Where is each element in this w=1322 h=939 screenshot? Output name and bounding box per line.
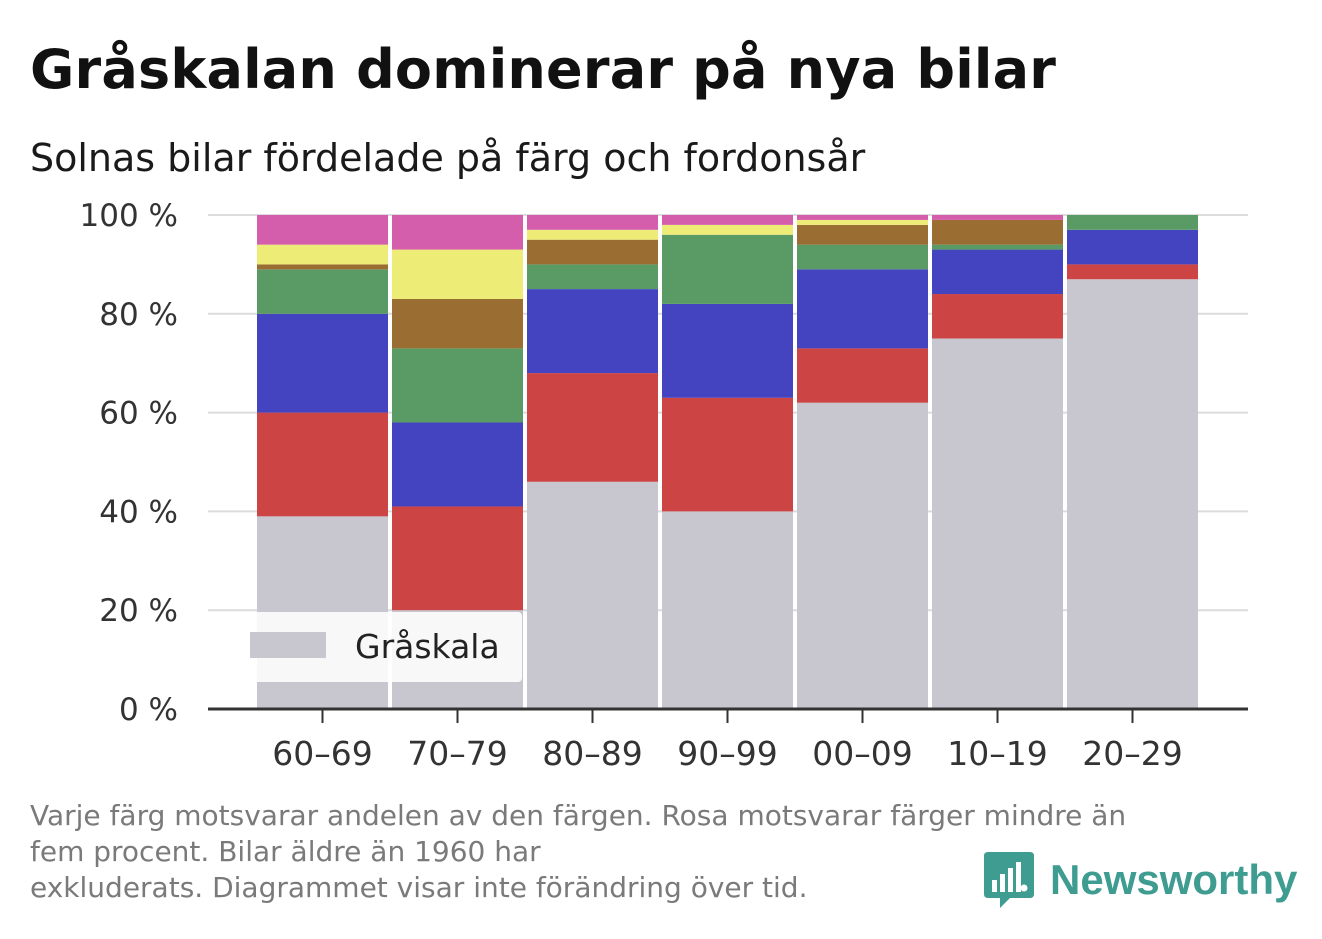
bar-segment — [932, 219, 1063, 245]
brand-name: Newsworthy — [1050, 856, 1298, 903]
bar-segment — [392, 348, 523, 423]
bar-segment — [257, 269, 388, 314]
legend: Gråskala — [232, 612, 522, 682]
bar-segment — [392, 506, 523, 611]
bar-segment — [797, 224, 928, 245]
bar-segment — [932, 294, 1063, 339]
bar-segment — [527, 215, 658, 230]
bar-segment — [932, 244, 1063, 250]
bar-segment — [932, 338, 1063, 709]
bar-segment — [932, 215, 1063, 220]
x-tick-label: 60–69 — [272, 734, 372, 773]
bar-segment — [797, 402, 928, 709]
x-tick-label: 20–29 — [1082, 734, 1182, 773]
bar-segment — [662, 397, 793, 512]
bar-segment — [662, 224, 793, 235]
bar-segment — [1067, 279, 1198, 709]
bar-segment — [797, 215, 928, 220]
footnote-line-3: exkluderats. Diagrammet visar inte förän… — [30, 871, 808, 904]
x-axis-ticks: 60–69 70–79 80–89 90–99 00–09 10–19 20–29 — [272, 709, 1183, 773]
bar-segment — [662, 234, 793, 304]
bar-segment — [662, 511, 793, 709]
legend-background — [232, 612, 522, 682]
footnote-line-2: fem procent. Bilar äldre än 1960 har — [30, 835, 541, 868]
bar-segment — [527, 289, 658, 374]
bar-segment — [797, 244, 928, 270]
newsworthy-brand: Newsworthy — [980, 850, 1297, 910]
x-tick-label: 10–19 — [947, 734, 1047, 773]
chart-title: Gråskalan dominerar på nya bilar — [30, 38, 1057, 101]
x-tick-label: 70–79 — [407, 734, 507, 773]
bar-segment — [527, 373, 658, 482]
bar-segment — [662, 303, 793, 398]
bar-segment — [932, 249, 1063, 295]
legend-label: Gråskala — [355, 627, 500, 666]
bar-segment — [392, 298, 523, 349]
bar-segment — [392, 249, 523, 299]
x-tick-label: 80–89 — [542, 734, 642, 773]
bar-segment — [257, 264, 388, 270]
newsworthy-logo-icon — [984, 852, 1034, 908]
bar-segment — [257, 244, 388, 265]
bar-segment — [797, 219, 928, 225]
legend-swatch-graskala — [250, 632, 326, 658]
x-tick-label: 90–99 — [677, 734, 777, 773]
y-tick-label: 20 % — [99, 593, 178, 629]
bar-segment — [527, 481, 658, 709]
bar-segment — [1067, 229, 1198, 265]
y-tick-label: 60 % — [99, 396, 178, 432]
bar-segment — [797, 348, 928, 403]
bar-segment — [257, 215, 388, 245]
bar-segment — [662, 215, 793, 225]
y-axis-tick-labels: 0 % 20 % 40 % 60 % 80 % 100 % — [80, 198, 178, 728]
bar-segment — [392, 215, 523, 250]
footnote: Varje färg motsvarar andelen av den färg… — [30, 798, 1270, 906]
bar-segment — [257, 313, 388, 413]
bar-segment — [527, 239, 658, 265]
bar-segment — [392, 422, 523, 507]
bar-segment — [1067, 215, 1198, 230]
y-tick-label: 40 % — [99, 494, 178, 530]
y-tick-label: 0 % — [119, 692, 178, 728]
y-tick-label: 80 % — [99, 297, 178, 333]
x-tick-label: 00–09 — [812, 734, 912, 773]
chart-subtitle: Solnas bilar fördelade på färg och fordo… — [30, 136, 866, 180]
bar-segment — [527, 264, 658, 290]
footnote-line-1: Varje färg motsvarar andelen av den färg… — [30, 799, 1127, 832]
bar-segment — [797, 269, 928, 349]
bar-segment — [1067, 264, 1198, 280]
bar-segment — [527, 229, 658, 240]
y-tick-label: 100 % — [80, 198, 178, 234]
stacked-bar-chart: 0 % 20 % 40 % 60 % 80 % 100 % 60–69 70–79 80–89… — [80, 198, 1248, 773]
bar-segment — [257, 412, 388, 517]
